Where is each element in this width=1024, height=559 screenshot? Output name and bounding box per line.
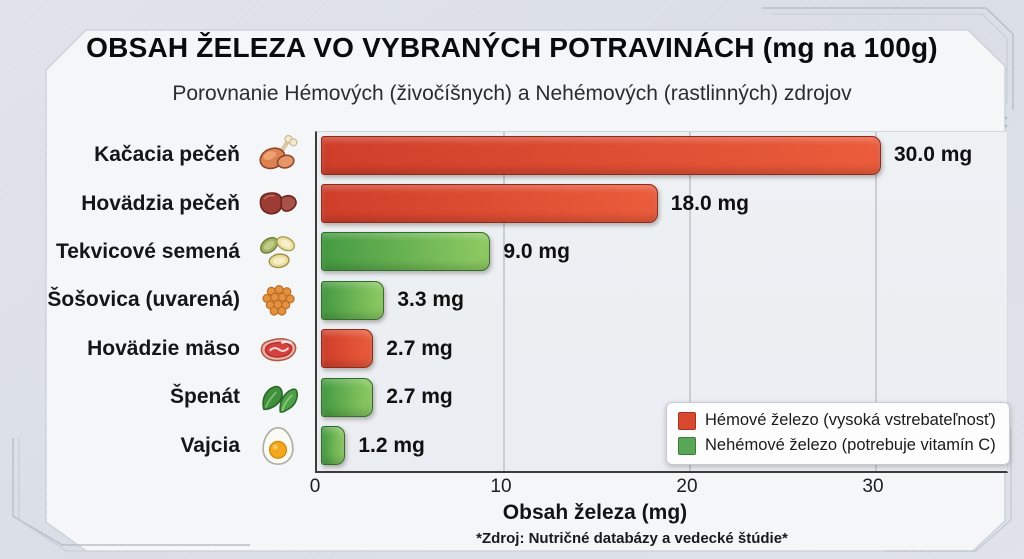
value-label: 9.0 mg xyxy=(503,239,570,263)
value-label: 1.2 mg xyxy=(358,433,425,457)
category-label: Špenát xyxy=(169,385,240,409)
legend-item-heme: Hémové železo (vysoká vstrebateľnosť) xyxy=(678,411,996,430)
steak-icon xyxy=(246,326,310,372)
liver-icon xyxy=(246,181,310,227)
bar-nonheme xyxy=(321,280,385,320)
bar-nonheme xyxy=(321,426,346,466)
bar-track: 2.7 mg xyxy=(321,329,1024,369)
spinach-leaf-icon xyxy=(246,374,310,420)
chart-row: Hovädzia pečeň 18.0 mg xyxy=(0,179,1024,227)
category-label: Kačacia pečeň xyxy=(94,143,240,167)
chart-subtitle: Porovnanie Hémových (živočíšnych) a Nehé… xyxy=(172,82,852,105)
value-label: 2.7 mg xyxy=(386,385,453,409)
gridline xyxy=(689,132,691,471)
chart-row: Tekvicové semená 9.0 mg xyxy=(0,228,1024,276)
chart-title: OBSAH ŽELEZA VO VYBRANÝCH POTRAVINÁCH (m… xyxy=(86,32,938,63)
chart-row: Vajcia 1.2 mg xyxy=(0,421,1024,469)
bar-track: 30.0 mg xyxy=(321,135,1024,175)
legend-label: Hémové železo (vysoká vstrebateľnosť) xyxy=(705,411,996,429)
chart-row: Šošovica (uvarená) 3.3 mg xyxy=(0,276,1024,324)
bar-heme xyxy=(321,135,881,175)
source-note: *Zdroj: Nutričné databázy a vedecké štúd… xyxy=(476,530,788,547)
bar-rows-container: Kačacia pečeň 30.0 mg Hovädzia pečeň 18.0 m… xyxy=(0,131,1024,470)
bar-nonheme xyxy=(321,232,491,272)
gridline xyxy=(875,132,877,471)
category-label: Šošovica (uvarená) xyxy=(47,288,240,312)
pumpkin-seeds-icon xyxy=(246,229,310,275)
legend-box: Hémové železo (vysoká vstrebateľnosť) Ne… xyxy=(666,402,1010,465)
chart-row: Hovädzie mäso 2.7 mg xyxy=(0,325,1024,373)
x-tick-label: 20 xyxy=(676,476,698,497)
legend-label: Nehémové železo (potrebuje vitamín C) xyxy=(705,436,996,454)
gridline xyxy=(503,132,505,471)
chart-row: Kačacia pečeň 30.0 mg xyxy=(0,131,1024,179)
duck-leg-icon xyxy=(246,132,310,178)
x-tick-label: 0 xyxy=(309,476,321,497)
egg-icon xyxy=(246,423,310,469)
x-axis-ticks: 0 10 20 30 xyxy=(310,476,1005,500)
bar-heme xyxy=(321,184,658,224)
bar-track: 1.2 mg xyxy=(321,426,1024,466)
bar-nonheme xyxy=(321,377,374,417)
value-label: 2.7 mg xyxy=(386,336,453,360)
bar-track: 9.0 mg xyxy=(321,232,1024,272)
x-axis-label: Obsah železa (mg) xyxy=(502,501,688,524)
value-label: 18.0 mg xyxy=(670,191,750,215)
legend-swatch-nonheme-icon xyxy=(678,436,696,455)
lentils-icon xyxy=(246,277,310,323)
chart-row: Špenát 2.7 mg xyxy=(0,373,1024,421)
category-label: Vajcia xyxy=(180,433,240,457)
bar-track: 2.7 mg xyxy=(321,377,1024,417)
value-label: 3.3 mg xyxy=(397,288,464,312)
category-label: Tekvicové semená xyxy=(55,239,240,263)
x-tick-label: 30 xyxy=(862,476,884,497)
x-tick-label: 10 xyxy=(490,476,512,497)
bar-track: 3.3 mg xyxy=(321,280,1024,320)
legend-swatch-heme-icon xyxy=(678,411,696,430)
category-label: Hovädzia pečeň xyxy=(81,191,240,215)
legend-item-nonheme: Nehémové železo (potrebuje vitamín C) xyxy=(678,436,996,455)
value-label: 30.0 mg xyxy=(894,143,973,167)
bar-heme xyxy=(321,329,374,369)
bar-track: 18.0 mg xyxy=(321,184,1024,224)
category-label: Hovädzie mäso xyxy=(87,336,240,360)
